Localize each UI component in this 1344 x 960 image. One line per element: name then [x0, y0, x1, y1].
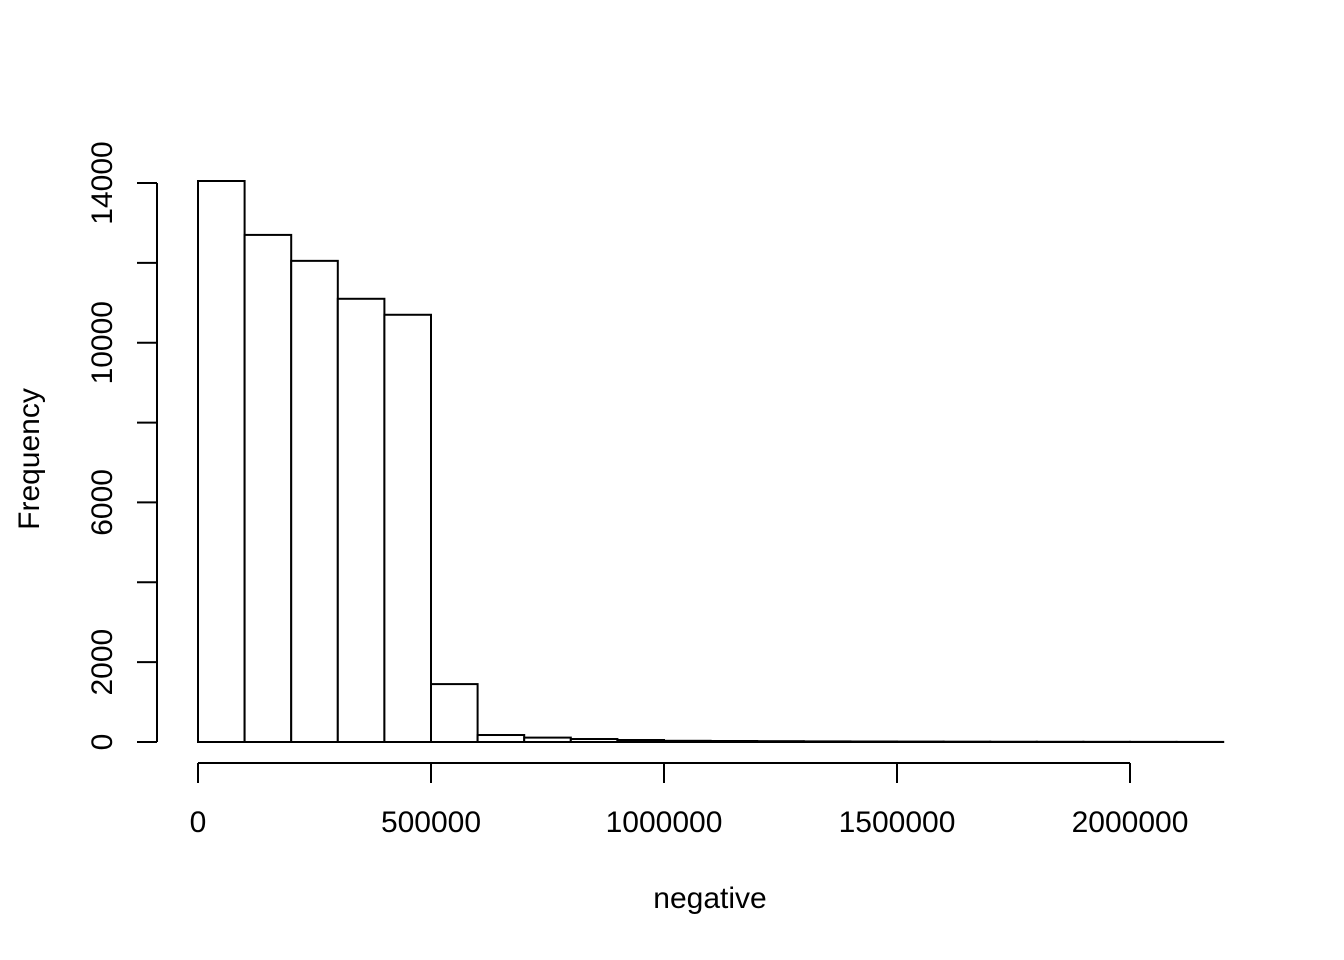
- histogram-bar: [197, 180, 246, 743]
- histogram-bar: [709, 740, 759, 743]
- histogram-bar: [383, 313, 432, 743]
- y-axis-title: Frequency: [13, 388, 46, 530]
- y-tick-label: 0: [86, 734, 119, 751]
- histogram-bar: [430, 683, 479, 743]
- histogram-bar: [756, 740, 805, 744]
- x-tick-label: 2000000: [1072, 806, 1189, 839]
- y-tick-label: 2000: [86, 629, 119, 696]
- y-tick-label: 10000: [86, 301, 119, 384]
- histogram-bar: [616, 739, 666, 743]
- histogram-bar: [523, 736, 572, 743]
- histogram-bar: [663, 739, 712, 743]
- histogram-bar: [243, 233, 293, 743]
- x-axis-title: negative: [653, 882, 767, 915]
- x-tick-label: 1000000: [606, 806, 723, 839]
- y-tick-label: 14000: [86, 141, 119, 224]
- x-tick-label: 0: [190, 806, 207, 839]
- histogram-bar: [476, 734, 526, 744]
- histogram-bar: [802, 740, 852, 744]
- histogram-bar: [290, 259, 339, 743]
- x-tick-label: 1500000: [839, 806, 956, 839]
- y-tick-label: 6000: [86, 469, 119, 536]
- histogram-bar: [336, 297, 386, 743]
- x-tick-label: 500000: [381, 806, 481, 839]
- histogram-bar: [569, 738, 619, 744]
